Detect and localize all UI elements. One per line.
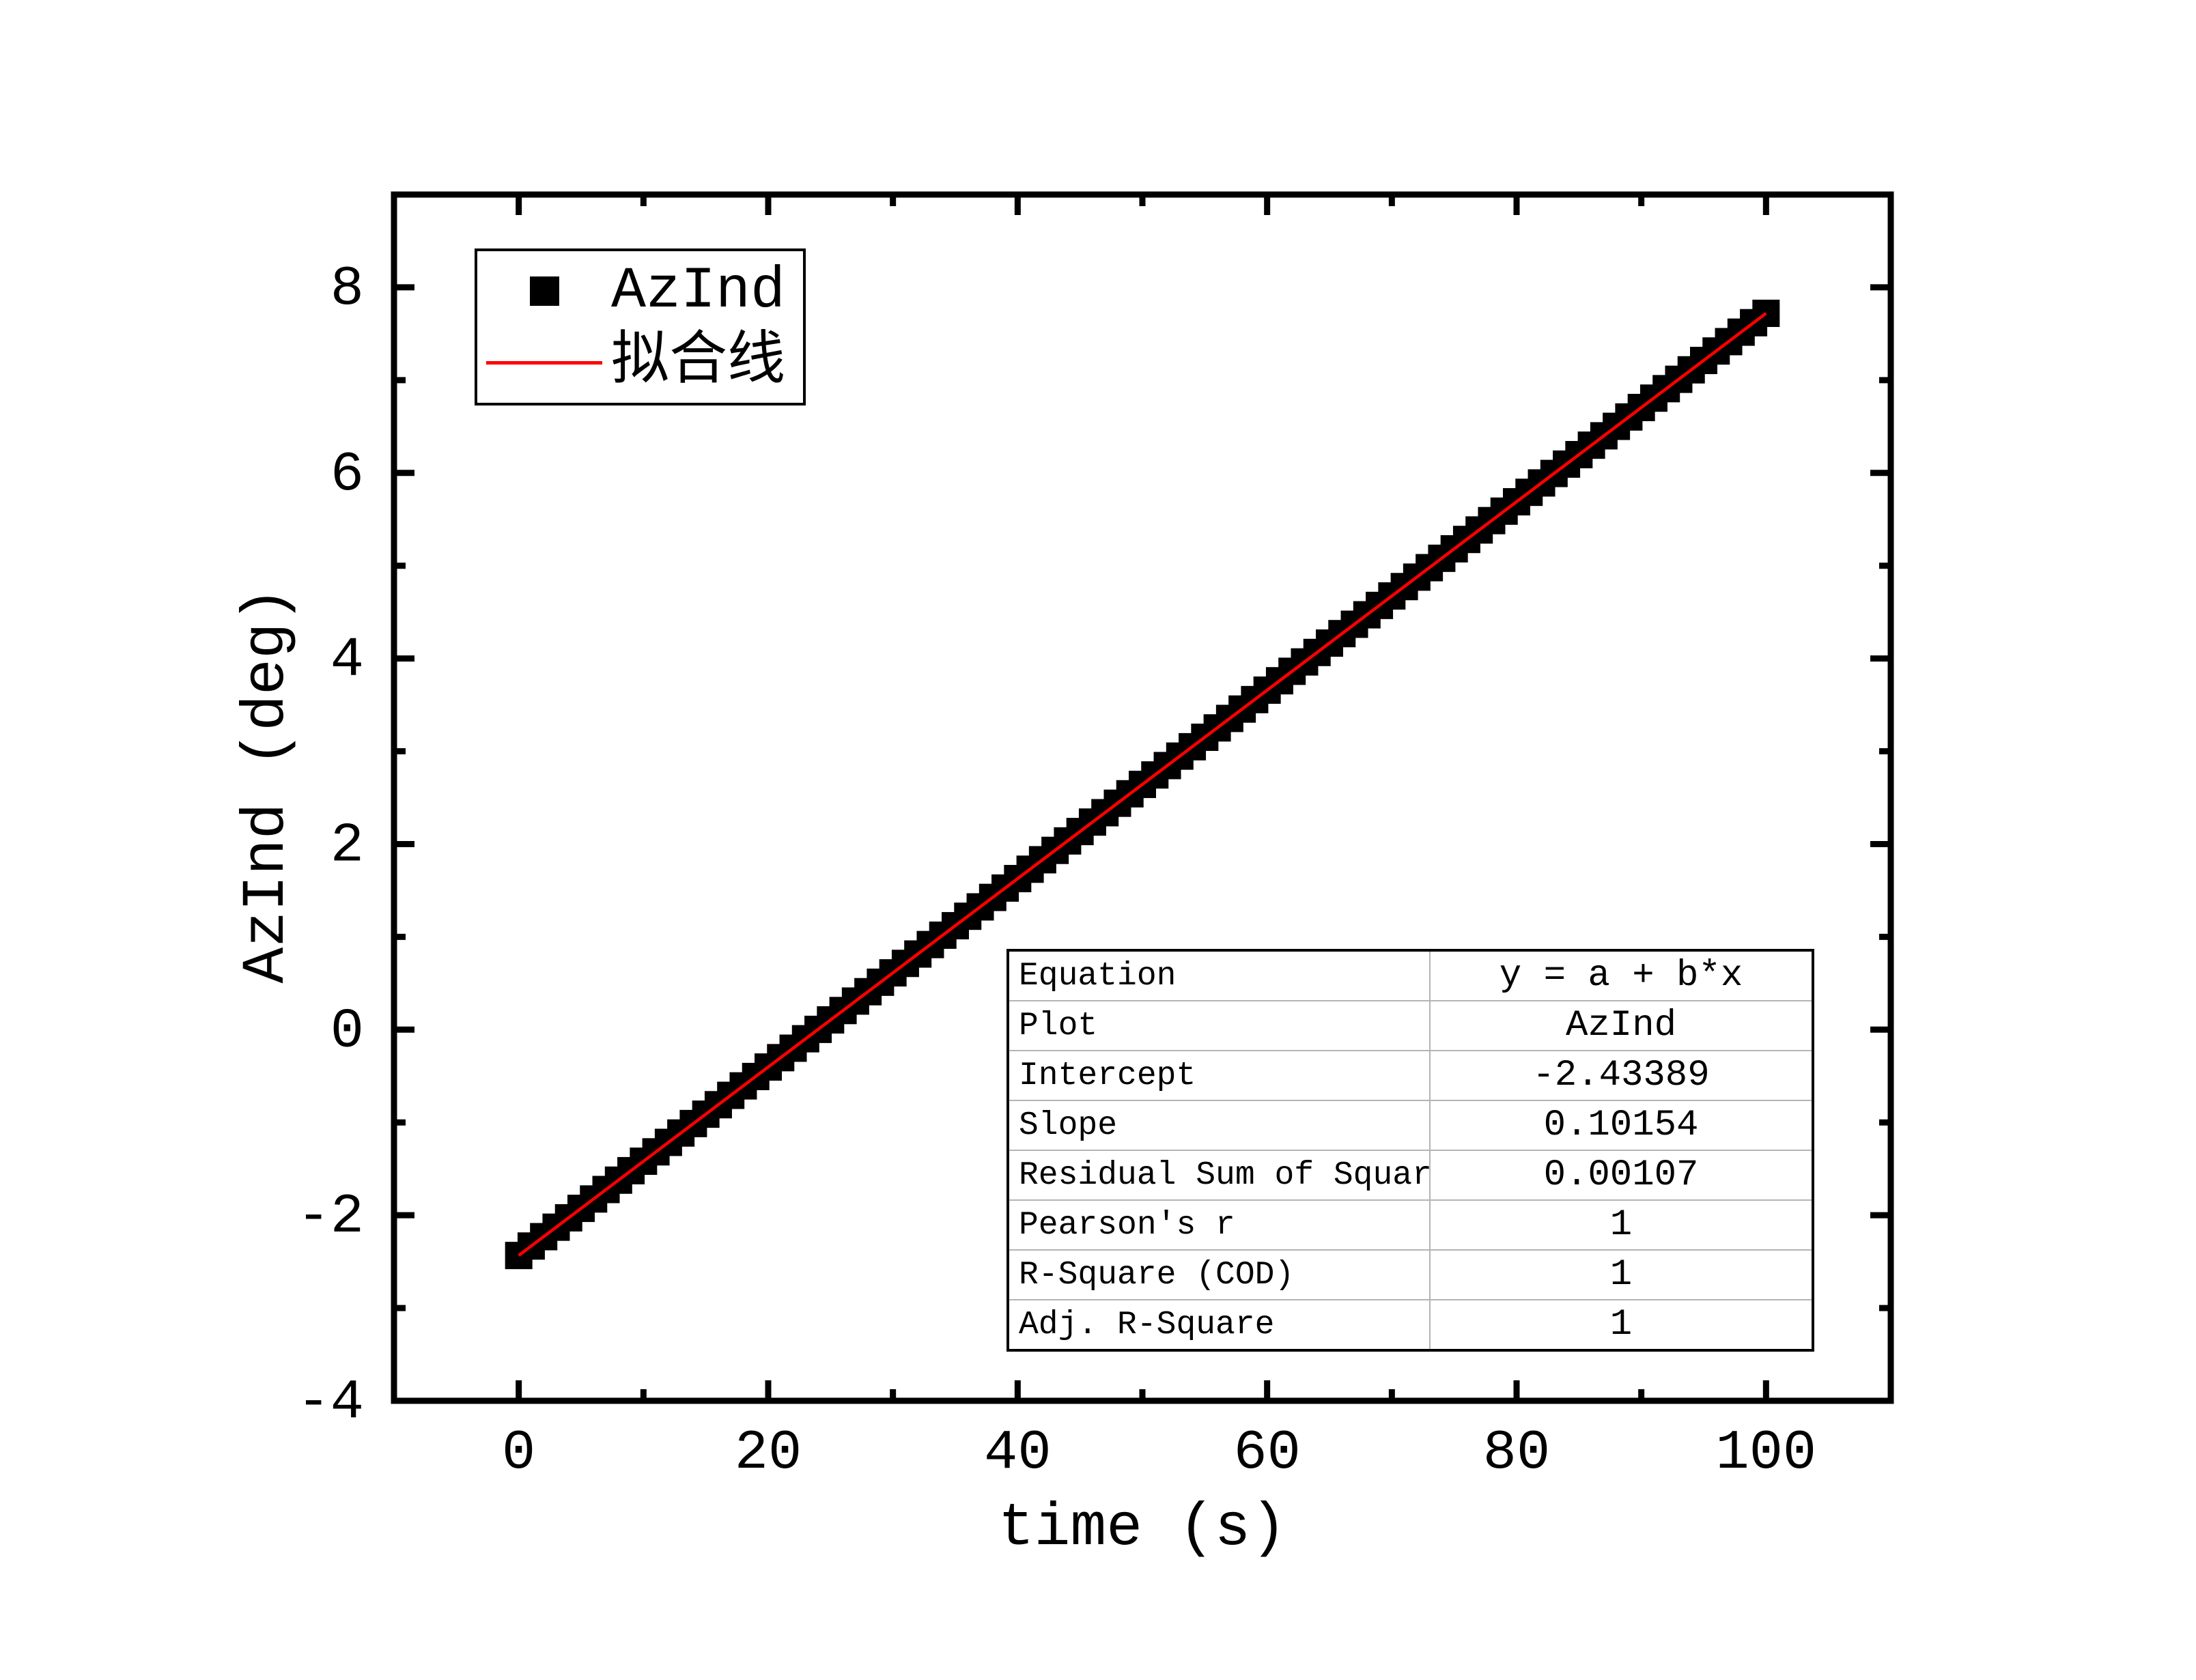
legend-label: AzInd — [611, 257, 786, 324]
x-tick-label: 60 — [1233, 1421, 1300, 1485]
stat-label: R-Square (COD) — [1007, 1249, 1431, 1300]
y-tick-label: -2 — [297, 1185, 364, 1249]
legend-box: AzInd 拟合线 — [475, 248, 806, 405]
legend-label: 拟合线 — [611, 330, 786, 397]
y-tick-labels: -4 -2 0 2 4 6 8 — [297, 257, 364, 1434]
y-tick-label: -4 — [297, 1371, 364, 1434]
fit-line — [518, 312, 1767, 1257]
stat-label: Intercept — [1007, 1050, 1431, 1101]
stat-value: y = a + b*x — [1429, 950, 1814, 1001]
stat-value: 1 — [1429, 1199, 1814, 1251]
stat-value: AzInd — [1429, 1000, 1814, 1051]
stat-label: Slope — [1007, 1100, 1431, 1151]
y-tick-label: 8 — [330, 257, 364, 321]
stat-label: Pearson's r — [1007, 1199, 1431, 1251]
x-tick-label: 100 — [1716, 1421, 1817, 1485]
x-tick-label: 20 — [735, 1421, 802, 1485]
x-tick-label: 40 — [984, 1421, 1051, 1485]
table-row: Plot AzInd — [1007, 1000, 1814, 1051]
stat-value: 1 — [1429, 1249, 1814, 1300]
y-tick-label: 6 — [330, 443, 364, 507]
stat-label: Residual Sum of Squar — [1007, 1150, 1431, 1201]
table-row: Pearson's r 1 — [1007, 1199, 1814, 1251]
stat-value: 0.10154 — [1429, 1100, 1814, 1151]
table-row: Residual Sum of Squar 0.00107 — [1007, 1150, 1814, 1201]
table-row: Intercept -2.43389 — [1007, 1050, 1814, 1101]
stat-label: Equation — [1007, 950, 1431, 1001]
x-tick-label: 80 — [1483, 1421, 1550, 1485]
stat-value: -2.43389 — [1429, 1050, 1814, 1101]
y-tick-label: 0 — [330, 999, 364, 1063]
stat-value: 1 — [1429, 1299, 1814, 1351]
y-tick-label: 2 — [330, 814, 364, 877]
x-axis-title: time (s) — [998, 1495, 1287, 1563]
x-tick-label: 0 — [502, 1421, 535, 1485]
fit-line-segment — [518, 312, 1767, 1257]
x-tick-labels: 0 20 40 60 80 100 — [502, 1421, 1816, 1485]
stat-label: Plot — [1007, 1000, 1431, 1051]
square-marker-icon — [529, 276, 559, 306]
stat-value: 0.00107 — [1429, 1150, 1814, 1201]
legend-entry-azind: AzInd — [477, 259, 803, 324]
y-axis-title: AzInd (deg) — [234, 586, 301, 984]
plot-frame — [391, 191, 1894, 1404]
table-row: R-Square (COD) 1 — [1007, 1249, 1814, 1300]
fit-line-icon — [486, 361, 602, 365]
y-tick-label: 4 — [330, 629, 364, 692]
table-row: Equation y = a + b*x — [1007, 950, 1814, 1001]
legend-entry-fitline: 拟合线 — [477, 330, 803, 395]
legend-symbol-cell — [477, 361, 611, 365]
table-row: Adj. R-Square 1 — [1007, 1299, 1814, 1351]
stat-label: Adj. R-Square — [1007, 1299, 1431, 1351]
x-axis-ticks — [516, 195, 1769, 1401]
regression-stats-table: Equation y = a + b*x Plot AzInd Intercep… — [1006, 949, 1814, 1352]
legend-symbol-cell — [477, 276, 611, 306]
table-row: Slope 0.10154 — [1007, 1100, 1814, 1151]
